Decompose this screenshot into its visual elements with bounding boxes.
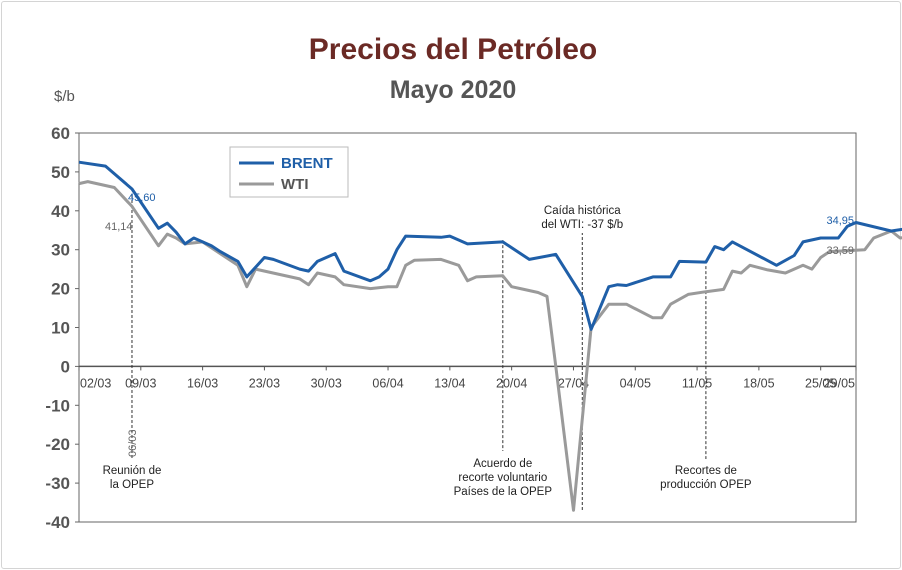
x-axis-ticks: 02/03 09/03 16/03 23/03 30/03 06/04 13/04 20/04… [78, 366, 857, 390]
y-axis-ticks: 60 50 40 30 20 10 0 -10 -20 -30 -40 [45, 124, 79, 532]
x-tick-label: 16/03 [187, 376, 218, 390]
legend-brent-label: BRENT [281, 155, 333, 172]
y-tick-label: 50 [51, 163, 70, 182]
x-tick-label: 11/05 [682, 376, 712, 390]
series-group [78, 160, 902, 512]
y-tick-label: -10 [45, 396, 70, 415]
annotation-box [530, 199, 635, 233]
wti-last-value: 33,59 [826, 245, 854, 257]
series-wti-line [78, 180, 902, 512]
legend: BRENT WTI [229, 146, 349, 198]
annotation-text: Reunión de [103, 465, 162, 477]
brent-value-label: 45,60 [128, 192, 156, 204]
annotation-text: Caída histórica [544, 205, 621, 217]
annotation-box [447, 452, 558, 500]
x-tick-label: 30/03 [311, 376, 342, 390]
chart-subtitle: Mayo 2020 [390, 76, 516, 104]
series-brent-line [78, 160, 902, 331]
x-tick-label: 27/04 [558, 376, 589, 390]
x-tick-label: 29/05 [824, 376, 855, 390]
legend-box [229, 146, 349, 198]
x-tick-label: 20/04 [496, 376, 527, 390]
annotation-text: recorte voluntario [458, 472, 547, 484]
x-tick-label: 09/03 [125, 376, 156, 390]
y-tick-label: -20 [45, 435, 70, 454]
annotation-text: Recortes de [675, 465, 737, 477]
annotation-text: Países de la OPEP [454, 486, 553, 498]
annotation-box [653, 459, 758, 493]
annotation-text: del WTI: -37 $/b [541, 219, 623, 231]
wti-value-label: 41,14 [105, 221, 133, 233]
x-tick-label: 02/03 [80, 376, 111, 390]
y-tick-label: 0 [61, 357, 70, 376]
x-tick-label: 18/05 [743, 376, 774, 390]
y-axis-unit: $/b [54, 88, 75, 105]
annotation-box [92, 459, 171, 493]
annotation-text: producción OPEP [660, 479, 752, 491]
annotation-text: la OPEP [110, 479, 154, 491]
legend-wti-label: WTI [281, 176, 309, 193]
y-tick-label: 30 [51, 241, 70, 260]
y-tick-label: 10 [51, 319, 70, 338]
x-tick-label: 23/03 [249, 376, 280, 390]
annotation-text: Acuerdo de [473, 458, 532, 470]
x-tick-label: 25/05 [805, 376, 836, 390]
annotation-labels: Reunión de la OPEP Acuerdo de recorte volun… [92, 192, 854, 500]
y-tick-label: 40 [51, 202, 70, 221]
x-tick-label: 06/04 [372, 376, 403, 390]
y-tick-label: 60 [51, 124, 70, 143]
brent-last-value: 34,95 [826, 215, 854, 227]
chart-title: Precios del Petróleo [309, 33, 597, 66]
annotation-date-label: 06/03 [127, 429, 139, 457]
y-tick-label: -30 [45, 474, 70, 493]
x-tick-label: 13/04 [434, 376, 465, 390]
y-tick-label: -40 [45, 513, 70, 532]
x-tick-label: 04/05 [620, 376, 651, 390]
y-tick-label: 20 [51, 280, 70, 299]
